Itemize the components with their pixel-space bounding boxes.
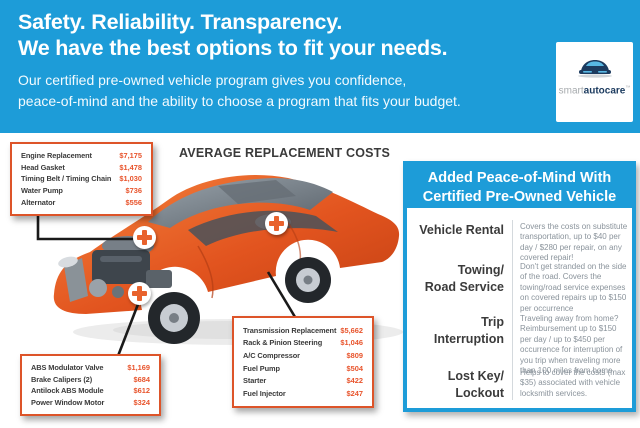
cost-label: Transmission Replacement [243,325,337,335]
logo-word-smart: smart [558,85,584,97]
cost-label: Power Window Motor [31,398,105,408]
benefit-label-line: Trip [481,315,504,329]
header-banner: Safety. Reliability. Transparency. We ha… [0,0,640,133]
cost-value: $247 [346,388,363,398]
benefit-description: Traveling away from home? Reimbursement … [520,314,623,376]
benefits-panel: Added Peace-of-Mind With Certified Pre-O… [403,161,636,412]
benefit-label-line: Road Service [424,279,504,294]
cost-label: ABS Modulator Valve [31,363,104,373]
panel-title-line-1: Added Peace-of-Mind With [427,170,612,186]
benefit-description: Helps to cover the costs (max $35) assoc… [520,368,626,398]
table-row: Water Pump $736 [21,185,142,197]
table-row: Fuel Injector $247 [243,387,363,400]
subheadline-line-2: peace-of-mind and the ability to choose … [18,93,461,109]
plus-marker-rear-icon [265,212,288,235]
cost-value: $7,175 [119,151,142,161]
cost-label: Timing Belt / Timing Chain [21,174,112,184]
table-row: Antilock ABS Module $612 [31,385,150,397]
cost-value: $612 [133,386,150,396]
cost-label: Rack & Pinion Steering [243,338,323,348]
brand-logo: smartautocare™ [556,42,633,122]
panel-body: Vehicle Rental Covers the costs on subst… [407,212,632,408]
plus-marker-engine-icon [133,226,156,249]
table-row: Brake Calipers (2) $684 [31,374,150,386]
benefit-label: Towing/ Road Service [407,262,504,295]
cost-value: $1,030 [119,174,142,184]
benefit-label: Lost Key/ Lockout [407,368,504,401]
benefit-label-line: Lockout [455,385,504,400]
cost-value: $324 [133,398,150,408]
cost-value: $1,046 [340,338,363,348]
headline-line-2: We have the best options to fit your nee… [18,36,448,60]
benefit-label: Trip Interruption [407,314,504,347]
logo-wordmark: smartautocare™ [556,85,633,96]
cost-table-engine: Engine Replacement $7,175 Head Gasket $1,4… [10,142,153,216]
cost-table-drivetrain: Transmission Replacement $5,662 Rack & Pi… [232,316,374,408]
cost-value: $736 [125,186,142,196]
table-row: Head Gasket $1,478 [21,162,142,174]
headline-line-1: Safety. Reliability. Transparency. [18,10,343,34]
benefit-label-line: Interruption [433,331,504,346]
cost-label: Fuel Injector [243,388,286,398]
column-divider [512,220,513,400]
cost-table-brakes-electrical: ABS Modulator Valve $1,169 Brake Calipers… [20,354,161,417]
cost-value: $1,169 [127,363,150,373]
cost-value: $5,662 [340,325,363,335]
cost-label: Fuel Pump [243,363,280,373]
benefit-description: Don't get stranded on the side of the ro… [520,262,627,313]
cost-value: $684 [133,374,150,384]
table-row: Fuel Pump $504 [243,362,363,375]
table-row: Transmission Replacement $5,662 [243,324,363,337]
section-title: AVERAGE REPLACEMENT COSTS [179,146,391,160]
table-row: Rack & Pinion Steering $1,046 [243,337,363,350]
cost-value: $1,478 [119,162,142,172]
cost-label: A/C Compressor [243,350,300,360]
cost-value: $556 [125,197,142,207]
subheadline-line-1: Our certified pre-owned vehicle program … [18,72,407,88]
logo-car-icon [577,60,612,78]
cost-label: Alternator [21,197,56,207]
table-row: Power Window Motor $324 [31,397,150,409]
table-row: Timing Belt / Timing Chain $1,030 [21,173,142,185]
table-row: ABS Modulator Valve $1,169 [31,362,150,374]
cost-label: Starter [243,376,267,386]
table-row: Engine Replacement $7,175 [21,150,142,162]
cost-label: Brake Calipers (2) [31,374,93,384]
benefit-description: Covers the costs on substitute transport… [520,222,628,263]
panel-title-line-2: Certified Pre-Owned Vehicle [422,188,617,205]
table-row: Starter $422 [243,374,363,387]
plus-marker-underbody-icon [128,282,151,305]
cost-label: Antilock ABS Module [31,386,104,396]
benefit-label-line: Towing/ [457,263,504,277]
cost-label: Engine Replacement [21,151,92,161]
panel-title: Added Peace-of-Mind With Certified Pre-O… [407,165,632,208]
logo-trademark: ™ [625,85,631,91]
headline: Safety. Reliability. Transparency. We ha… [18,9,448,61]
cost-label: Head Gasket [21,162,65,172]
cost-value: $422 [346,376,363,386]
benefit-label-line: Vehicle Rental [419,223,504,237]
logo-word-autocare: autocare [583,85,626,97]
benefit-label-line: Lost Key/ [447,369,504,383]
subheadline: Our certified pre-owned vehicle program … [18,70,461,112]
cost-value: $504 [346,363,363,373]
benefit-label: Vehicle Rental [407,222,504,239]
table-row: A/C Compressor $809 [243,349,363,362]
cost-value: $809 [346,350,363,360]
table-row: Alternator $556 [21,196,142,208]
cost-label: Water Pump [21,186,63,196]
